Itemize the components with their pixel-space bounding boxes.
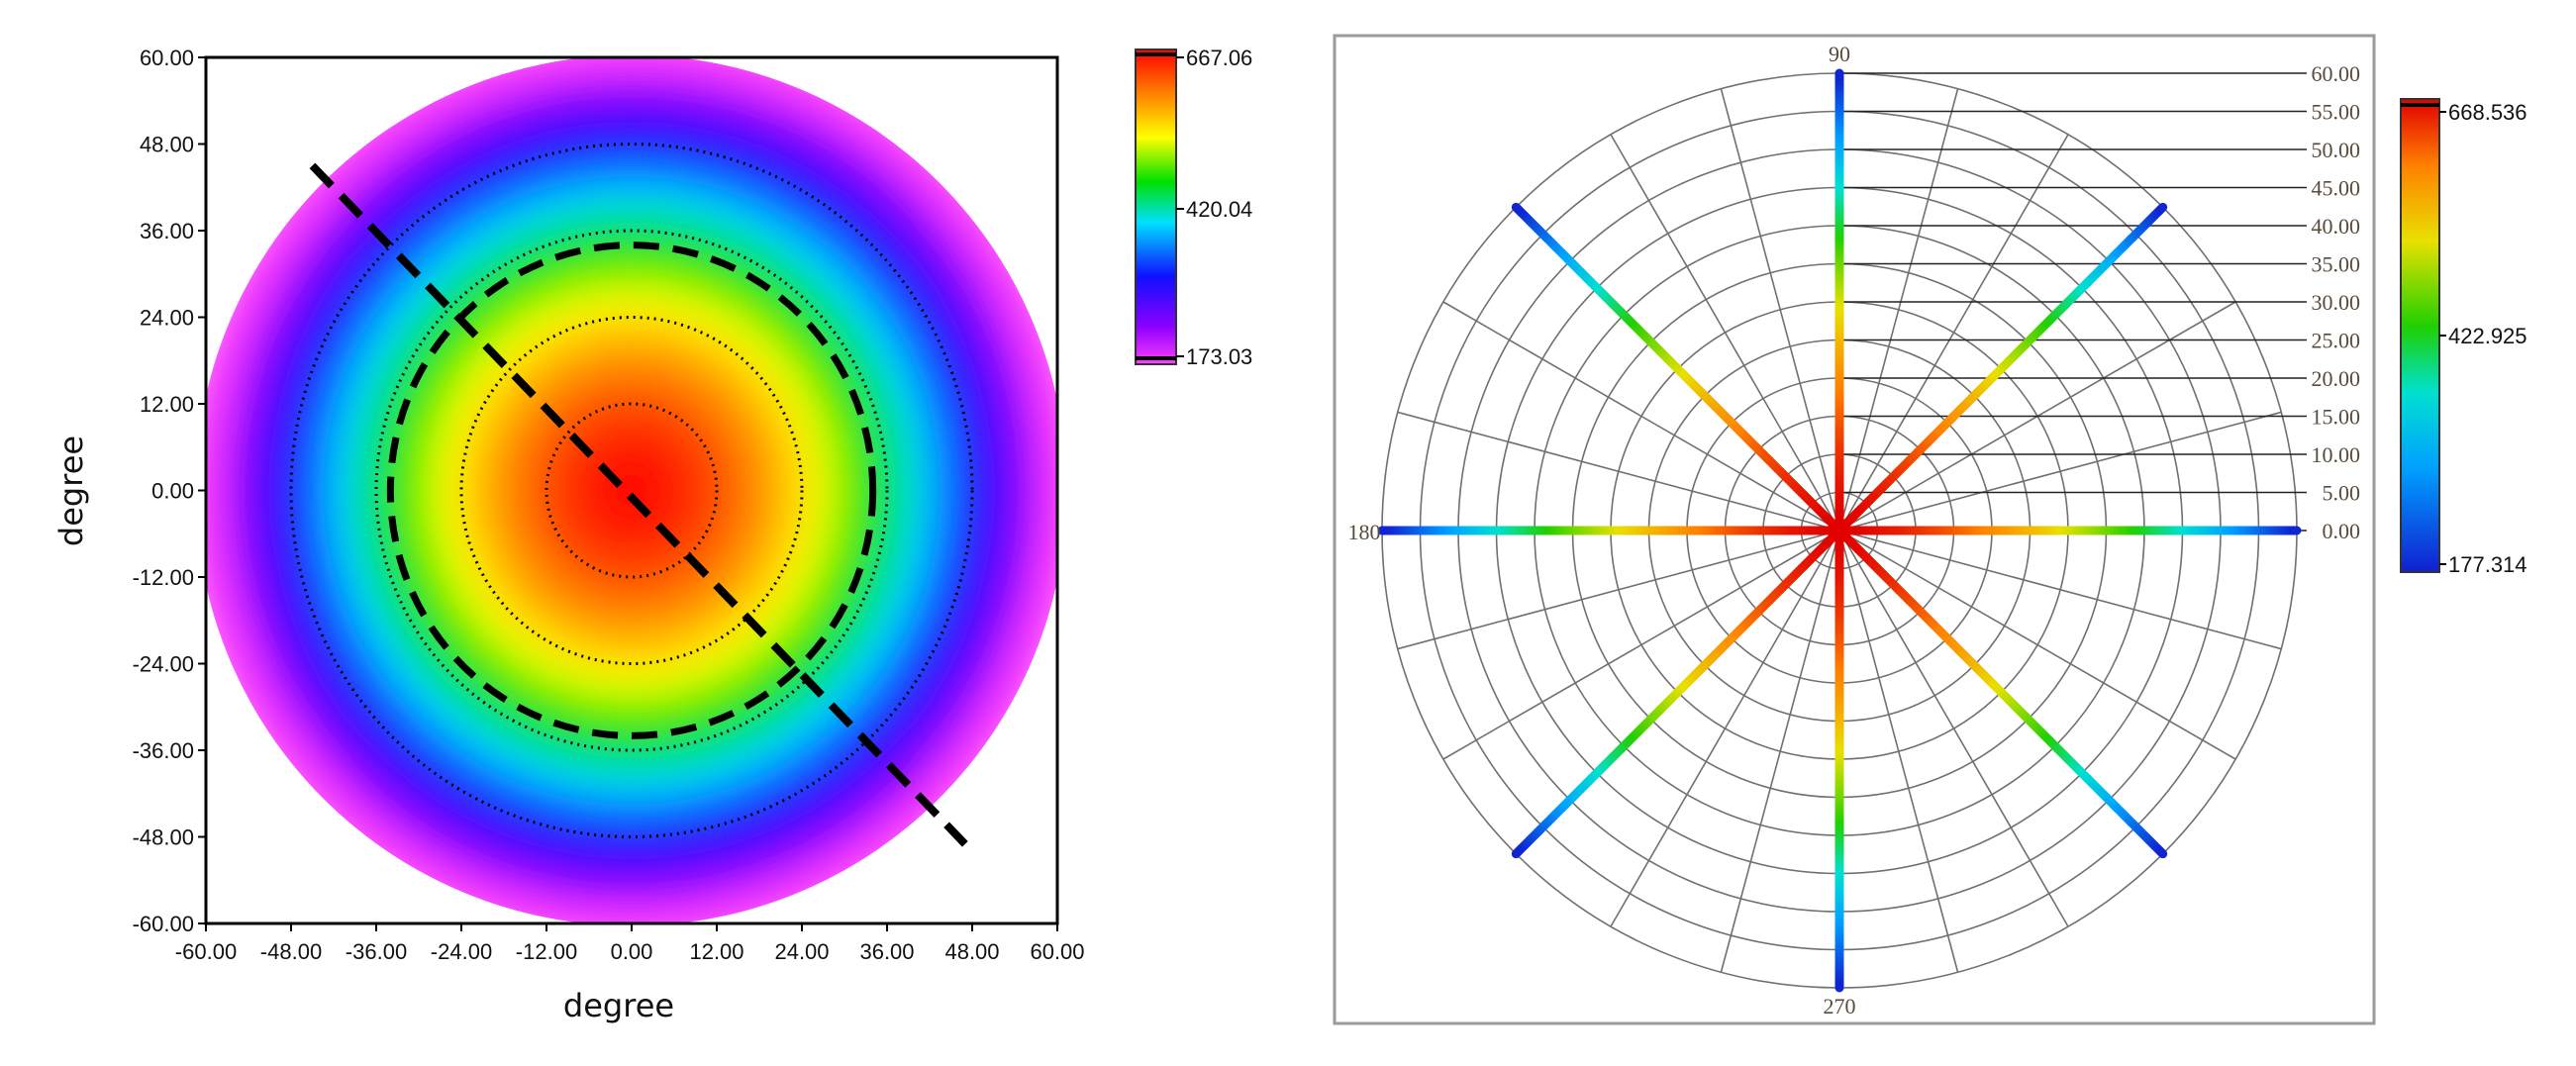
dotted-circle bbox=[459, 316, 804, 665]
polar-profile-segment bbox=[1511, 846, 1524, 859]
polar-profile-315deg bbox=[1834, 526, 2168, 859]
dotted-circle bbox=[374, 229, 889, 752]
polar-profile-225deg bbox=[1511, 526, 1844, 859]
y-tick-label: -24.00 bbox=[133, 652, 194, 677]
heatmap-colorbar-mid-label: 420.04 bbox=[1186, 197, 1252, 222]
polar-chart: 60.00 55.00 50.00 45.00 40.00 35.00 30.00 25.00… bbox=[1333, 34, 2527, 1025]
polar-angle-label-180: 180 bbox=[1348, 520, 1381, 544]
y-tick-label: 48.00 bbox=[140, 133, 194, 157]
polar-angle-label-270: 270 bbox=[1824, 994, 1856, 1018]
polar-radial-tick-label: 5.00 bbox=[2323, 481, 2361, 506]
heatmap-y-label: degree bbox=[52, 436, 90, 546]
polar-grid-spoke bbox=[1720, 88, 1840, 532]
polar-grid-spoke bbox=[1610, 134, 1840, 532]
polar-colorbar-gradient bbox=[2400, 98, 2440, 573]
polar-colorbar-min-label: 177.314 bbox=[2448, 552, 2527, 577]
polar-profile-45deg bbox=[1834, 202, 2168, 535]
heatmap-chart: -60.00 -48.00 -36.00 -24.00 -12.00 0.00 12.00 2… bbox=[52, 46, 1252, 1024]
polar-grid-spoke bbox=[1442, 530, 1840, 760]
y-tick-label: 36.00 bbox=[140, 219, 194, 243]
polar-colorbar-mid-label: 422.925 bbox=[2448, 324, 2527, 348]
dashed-circle bbox=[386, 242, 877, 739]
polar-grid-spoke bbox=[1838, 530, 1959, 973]
x-tick-label: -12.00 bbox=[516, 939, 577, 964]
polar-grid-spoke bbox=[1397, 411, 1840, 532]
x-tick-label: -60.00 bbox=[175, 939, 237, 964]
polar-radial-tick-label: 15.00 bbox=[2312, 405, 2361, 430]
polar-grid-spoke bbox=[1838, 134, 2069, 532]
polar-grid-spoke bbox=[1720, 530, 1840, 973]
polar-profile-135deg bbox=[1511, 202, 1844, 535]
polar-radial-tick-label: 45.00 bbox=[2312, 176, 2361, 201]
y-tick-label: -36.00 bbox=[133, 738, 194, 763]
polar-profiles bbox=[1377, 68, 2302, 993]
x-tick-label: -48.00 bbox=[260, 939, 322, 964]
heatmap-y-axis: -60.00 -48.00 -36.00 -24.00 -12.00 0.00 12.00 2… bbox=[133, 46, 206, 936]
heatmap-x-label: degree bbox=[563, 987, 674, 1024]
polar-radial-tick-label: 35.00 bbox=[2312, 252, 2361, 277]
heatmap-overlays bbox=[289, 143, 974, 847]
y-tick-label: 24.00 bbox=[140, 306, 194, 331]
polar-radial-tick-label: 20.00 bbox=[2312, 366, 2361, 391]
polar-radial-axis: 60.00 55.00 50.00 45.00 40.00 35.00 30.00 25.00… bbox=[1839, 61, 2360, 543]
x-tick-label: 36.00 bbox=[859, 939, 914, 964]
heatmap-colorbar-max-label: 667.06 bbox=[1186, 46, 1252, 70]
polar-radial-tick-label: 25.00 bbox=[2312, 329, 2361, 353]
polar-angle-label-90: 90 bbox=[1829, 42, 1850, 66]
x-tick-label: 0.00 bbox=[611, 939, 653, 964]
x-tick-label: 60.00 bbox=[1030, 939, 1084, 964]
polar-radial-tick-label: 30.00 bbox=[2312, 290, 2361, 315]
y-tick-label: -12.00 bbox=[133, 565, 194, 590]
polar-grid-spoke bbox=[1838, 88, 1959, 532]
x-tick-label: 48.00 bbox=[944, 939, 999, 964]
polar-colorbar-max-label: 668.536 bbox=[2448, 100, 2527, 125]
polar-radial-tick-label: 50.00 bbox=[2312, 138, 2361, 162]
y-tick-label: 12.00 bbox=[140, 392, 194, 417]
polar-profile-segment bbox=[2155, 202, 2168, 215]
heatmap-colorbar-gradient bbox=[1135, 48, 1177, 365]
polar-grid-spoke bbox=[1838, 530, 2069, 927]
polar-grid-spoke bbox=[1397, 530, 1840, 650]
heatmap-colorbar: 667.06 420.04 173.03 bbox=[1135, 46, 1252, 369]
polar-grid-spoke bbox=[1838, 530, 2282, 650]
polar-grid-spoke bbox=[1838, 411, 2282, 532]
heatmap-colorbar-min-label: 173.03 bbox=[1186, 344, 1252, 369]
polar-profile-segment bbox=[1511, 202, 1524, 215]
dashed-diagonal-line bbox=[309, 162, 968, 847]
polar-radial-tick-label: 55.00 bbox=[2312, 100, 2361, 125]
heatmap-x-axis: -60.00 -48.00 -36.00 -24.00 -12.00 0.00 12.00 2… bbox=[175, 923, 1085, 964]
x-tick-label: 12.00 bbox=[689, 939, 743, 964]
dotted-circle bbox=[545, 402, 719, 579]
y-tick-label: 60.00 bbox=[140, 46, 194, 70]
polar-radial-tick-label: 40.00 bbox=[2312, 214, 2361, 239]
y-tick-label: -60.00 bbox=[133, 912, 194, 936]
x-tick-label: -24.00 bbox=[431, 939, 492, 964]
x-tick-label: 24.00 bbox=[774, 939, 829, 964]
heatmap-contour-band bbox=[624, 483, 640, 498]
polar-grid-spoke bbox=[1442, 301, 1840, 532]
polar-radial-tick-label: 10.00 bbox=[2312, 442, 2361, 467]
polar-radial-tick-label: 60.00 bbox=[2312, 61, 2361, 86]
x-tick-label: -36.00 bbox=[346, 939, 407, 964]
polar-radial-tick-label: 0.00 bbox=[2323, 519, 2361, 543]
polar-colorbar: 668.536 422.925 177.314 bbox=[2400, 98, 2527, 577]
polar-grid-spoke bbox=[1838, 530, 2236, 760]
polar-profile-segment bbox=[2155, 846, 2168, 859]
dotted-circle bbox=[289, 143, 974, 838]
y-tick-label: 0.00 bbox=[151, 479, 194, 504]
y-tick-label: -48.00 bbox=[133, 825, 194, 850]
polar-grid-spoke bbox=[1610, 530, 1840, 927]
